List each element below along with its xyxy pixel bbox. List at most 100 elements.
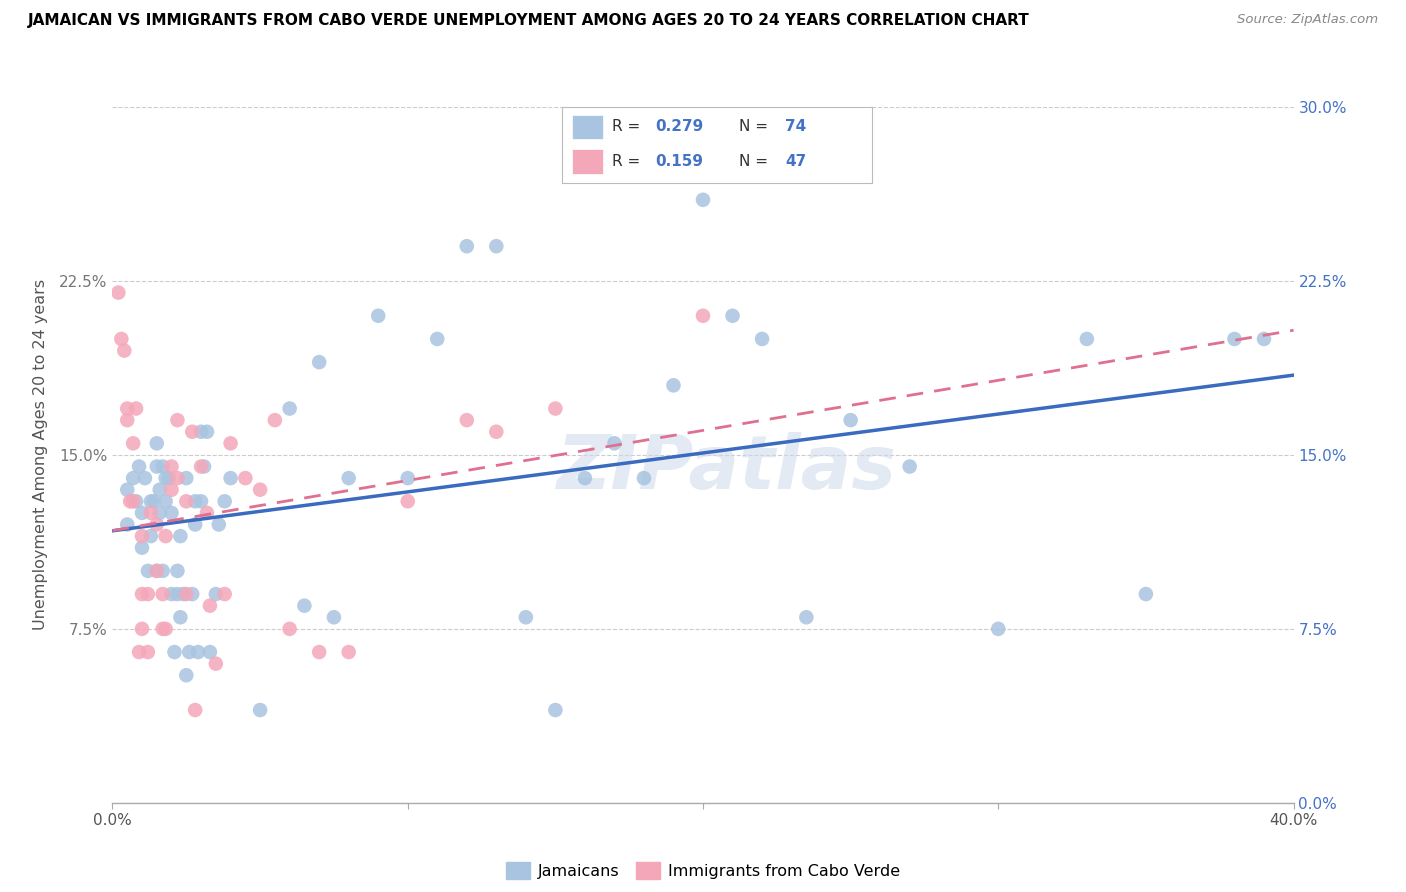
Point bbox=[136, 587, 159, 601]
Point bbox=[184, 703, 207, 717]
Point bbox=[155, 471, 177, 485]
Point bbox=[367, 309, 389, 323]
Point bbox=[603, 436, 626, 450]
Point bbox=[146, 459, 169, 474]
Point bbox=[190, 425, 212, 439]
Point bbox=[112, 343, 135, 358]
Point bbox=[152, 622, 174, 636]
Point bbox=[169, 610, 191, 624]
Point bbox=[160, 483, 183, 497]
Point bbox=[149, 506, 172, 520]
Point bbox=[205, 587, 228, 601]
Point bbox=[179, 645, 201, 659]
Point bbox=[249, 483, 271, 497]
Text: JAMAICAN VS IMMIGRANTS FROM CABO VERDE UNEMPLOYMENT AMONG AGES 20 TO 24 YEARS CO: JAMAICAN VS IMMIGRANTS FROM CABO VERDE U… bbox=[28, 13, 1029, 29]
Point bbox=[146, 517, 169, 532]
Point bbox=[721, 309, 744, 323]
Point bbox=[166, 471, 188, 485]
Point bbox=[139, 494, 162, 508]
Point bbox=[125, 494, 148, 508]
Point bbox=[187, 645, 209, 659]
Point bbox=[308, 355, 330, 369]
Point bbox=[136, 564, 159, 578]
Point bbox=[264, 413, 287, 427]
Point bbox=[485, 239, 508, 253]
Point bbox=[174, 587, 197, 601]
Point bbox=[219, 436, 242, 450]
Point bbox=[544, 703, 567, 717]
Point bbox=[149, 483, 172, 497]
Point bbox=[898, 459, 921, 474]
Point bbox=[198, 599, 221, 613]
Point bbox=[323, 610, 346, 624]
Point bbox=[485, 425, 508, 439]
Point bbox=[131, 541, 153, 555]
Point bbox=[146, 564, 169, 578]
Point bbox=[278, 622, 301, 636]
Point bbox=[337, 471, 360, 485]
Point bbox=[110, 332, 132, 346]
Point bbox=[174, 471, 197, 485]
Point bbox=[136, 645, 159, 659]
Point bbox=[205, 657, 228, 671]
Point bbox=[120, 494, 142, 508]
Point bbox=[128, 459, 150, 474]
Point bbox=[195, 425, 218, 439]
Text: 0.279: 0.279 bbox=[655, 120, 703, 135]
Point bbox=[214, 494, 236, 508]
Point bbox=[122, 494, 145, 508]
Text: 0.159: 0.159 bbox=[655, 154, 703, 169]
Point bbox=[337, 645, 360, 659]
Point bbox=[152, 459, 174, 474]
Point bbox=[1076, 332, 1098, 346]
Point bbox=[122, 436, 145, 450]
Y-axis label: Unemployment Among Ages 20 to 24 years: Unemployment Among Ages 20 to 24 years bbox=[34, 279, 48, 631]
Point bbox=[662, 378, 685, 392]
Point bbox=[125, 401, 148, 416]
Point bbox=[131, 622, 153, 636]
Point bbox=[117, 517, 138, 532]
Point bbox=[249, 703, 271, 717]
Point bbox=[1253, 332, 1275, 346]
Point bbox=[166, 564, 188, 578]
Point bbox=[839, 413, 862, 427]
Point bbox=[184, 517, 207, 532]
Point bbox=[131, 587, 153, 601]
Point bbox=[163, 645, 186, 659]
Point bbox=[160, 459, 183, 474]
Bar bbox=[572, 115, 603, 139]
Point bbox=[166, 587, 188, 601]
Point bbox=[160, 587, 183, 601]
Point bbox=[146, 564, 169, 578]
Point bbox=[117, 401, 138, 416]
Point bbox=[233, 471, 256, 485]
Point bbox=[184, 494, 207, 508]
Point bbox=[190, 459, 212, 474]
Point bbox=[139, 529, 162, 543]
Point bbox=[219, 471, 242, 485]
Point bbox=[152, 587, 174, 601]
Point bbox=[134, 471, 156, 485]
Point bbox=[692, 309, 714, 323]
Point bbox=[190, 494, 212, 508]
Bar bbox=[572, 150, 603, 174]
Point bbox=[107, 285, 129, 300]
Point bbox=[128, 645, 150, 659]
Point bbox=[169, 529, 191, 543]
Point bbox=[193, 459, 215, 474]
Point bbox=[456, 413, 478, 427]
Point bbox=[987, 622, 1010, 636]
Point bbox=[396, 494, 419, 508]
Point bbox=[1135, 587, 1157, 601]
Point bbox=[131, 529, 153, 543]
Point bbox=[122, 471, 145, 485]
Point bbox=[166, 413, 188, 427]
Point bbox=[117, 413, 138, 427]
Text: ZIPatlas: ZIPatlas bbox=[557, 433, 897, 506]
Point bbox=[155, 529, 177, 543]
Point bbox=[155, 622, 177, 636]
Point bbox=[292, 599, 315, 613]
Point bbox=[308, 645, 330, 659]
Text: Source: ZipAtlas.com: Source: ZipAtlas.com bbox=[1237, 13, 1378, 27]
Point bbox=[456, 239, 478, 253]
